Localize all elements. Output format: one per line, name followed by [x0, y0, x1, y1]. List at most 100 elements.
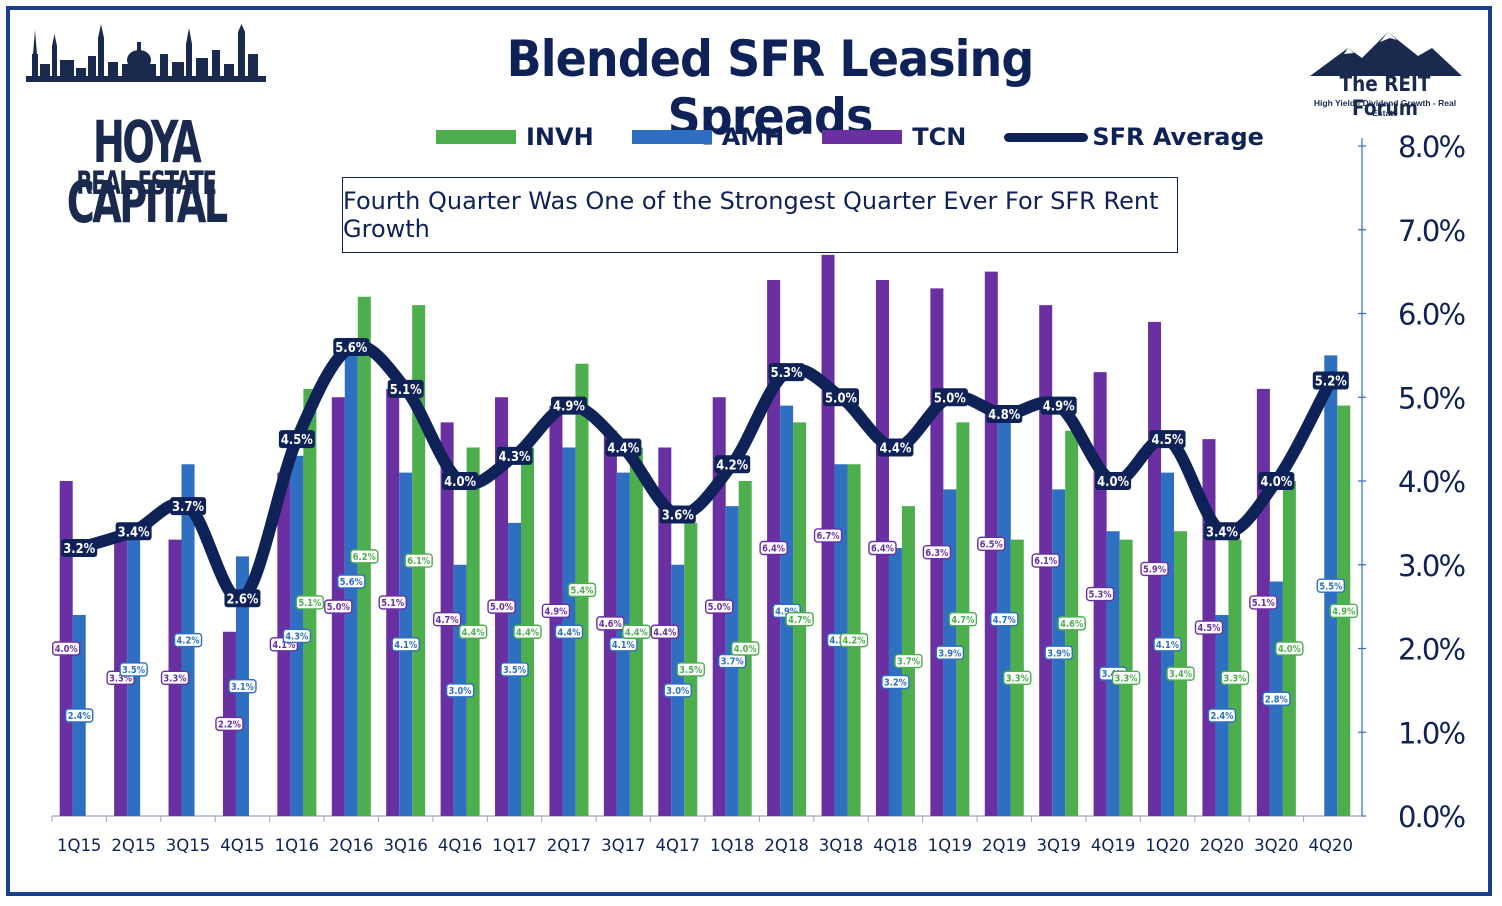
bar-label-box — [1111, 670, 1141, 686]
legend-item-tcn: TCN — [822, 123, 966, 151]
bar-label-box — [990, 611, 1019, 627]
bar-value-label: 3.1% — [231, 682, 254, 693]
y-tick-label: 0.0% — [1398, 800, 1466, 834]
bar-value-label: 5.1% — [298, 598, 321, 609]
bar-value-label: 4.3% — [285, 632, 308, 643]
bar-value-label: 6.4% — [762, 544, 785, 555]
bar-label-box — [1166, 666, 1195, 681]
bar-value-label: 4.0% — [1278, 644, 1301, 655]
avg-value-label: 4.0% — [444, 475, 476, 490]
bar-value-label: 6.1% — [1034, 556, 1057, 567]
logo-left-line2: REAL ESTATE — [76, 164, 217, 202]
bar-value-label: 5.0% — [490, 602, 513, 613]
avg-label-box — [1312, 371, 1349, 390]
avg-value-label: 4.5% — [281, 433, 313, 448]
x-tick-label: 4Q16 — [438, 836, 482, 855]
bar-label-box — [487, 599, 516, 614]
bar-value-label: 3.5% — [122, 665, 145, 676]
bar-label-box — [785, 611, 814, 627]
legend-line-sfr-average — [1004, 132, 1089, 142]
bar-label-box — [922, 544, 952, 560]
bar-value-label: 4.2% — [177, 636, 200, 647]
bar-label-box — [445, 683, 475, 698]
legend-label-sfr-average: SFR Average — [1092, 123, 1264, 151]
avg-label-box — [333, 338, 370, 356]
avg-value-label: 5.0% — [825, 391, 857, 406]
bar-label-box — [391, 637, 420, 652]
avg-value-label: 4.9% — [553, 400, 585, 415]
bar-value-label: 4.7% — [951, 615, 974, 626]
avg-value-label: 5.3% — [771, 366, 803, 381]
bar-label-box — [513, 624, 542, 639]
y-tick-label: 1.0% — [1398, 716, 1466, 750]
bar-label-box — [554, 624, 584, 639]
legend-swatch-tcn — [822, 130, 903, 144]
bar-value-label: 4.4% — [625, 627, 648, 638]
x-tick-label: 3Q16 — [383, 836, 427, 855]
bar-label-box — [759, 540, 788, 556]
x-tick-label: 2Q20 — [1200, 836, 1244, 855]
avg-value-label: 4.4% — [879, 442, 911, 457]
avg-label-box — [823, 388, 860, 407]
bar-label-box — [432, 611, 462, 627]
bar-label-box — [977, 536, 1006, 552]
bar-label-box — [1057, 616, 1086, 631]
legend-item-amh: AMH — [631, 123, 784, 151]
bar-label-box — [52, 641, 81, 656]
bar-label-box — [1275, 641, 1304, 656]
bar-value-label: 4.9% — [775, 606, 798, 617]
bar-value-label: 4.6% — [599, 619, 622, 630]
avg-value-label: 4.8% — [988, 408, 1020, 423]
bar-label-box — [458, 624, 488, 639]
avg-label-box — [170, 497, 207, 516]
x-tick-label: 1Q16 — [275, 836, 319, 855]
hoya-capital-logo: HOYA CAPITAL REAL ESTATE — [26, 24, 266, 232]
bar-value-label: 6.3% — [925, 548, 948, 559]
bar-label-box — [650, 624, 679, 639]
y-tick-label: 4.0% — [1398, 465, 1466, 499]
bar-value-label: 3.9% — [1047, 648, 1070, 659]
bar-value-label: 3.7% — [721, 657, 744, 668]
reit-forum-logo: The REIT Forum High Yield - Dividend Gro… — [1300, 28, 1470, 120]
avg-value-label: 3.4% — [118, 525, 150, 540]
x-tick-label: 3Q17 — [601, 836, 645, 855]
bar-label-box — [65, 708, 94, 723]
x-tick-label: 1Q18 — [710, 836, 754, 855]
bar-value-label: 2.8% — [1265, 694, 1288, 705]
bar-label-box — [622, 624, 651, 639]
bar-value-label: 4.9% — [544, 606, 567, 617]
city-skyline-icon — [26, 24, 266, 82]
avg-value-label: 4.3% — [499, 450, 531, 465]
x-tick-label: 4Q20 — [1309, 836, 1353, 855]
avg-label-box — [442, 472, 479, 490]
bar-value-label: 4.9% — [1332, 606, 1355, 617]
avg-value-label: 4.0% — [1260, 475, 1292, 490]
bar-label-box — [350, 549, 379, 564]
bar-label-box — [119, 662, 148, 677]
avg-label-box — [1203, 522, 1240, 541]
bar-label-box — [935, 645, 965, 660]
bar-value-label: 3.0% — [666, 686, 689, 697]
bar-label-box — [1249, 595, 1278, 610]
bar-label-box — [868, 540, 897, 556]
bar-value-label: 6.1% — [407, 556, 430, 567]
bar-value-label: 5.1% — [1252, 598, 1275, 609]
bar-label-box — [500, 662, 529, 677]
legend: INVH AMH TCN SFR Average — [436, 120, 1302, 154]
bar-label-box — [1085, 586, 1115, 602]
bar-label-box — [1044, 645, 1073, 660]
bar-label-box — [731, 641, 760, 656]
bar-label-box — [1003, 670, 1032, 686]
x-tick-label: 4Q19 — [1091, 836, 1135, 855]
bar-value-label: 5.6% — [340, 577, 363, 588]
y-tick-label: 2.0% — [1398, 633, 1466, 667]
avg-value-label: 5.0% — [934, 391, 966, 406]
avg-value-label: 3.6% — [662, 509, 694, 524]
bar-value-label: 5.0% — [327, 602, 350, 613]
y-tick-label: 3.0% — [1398, 549, 1466, 583]
x-tick-label: 2Q15 — [111, 836, 155, 855]
y-tick-label: 5.0% — [1398, 381, 1466, 415]
bar-value-label: 4.1% — [394, 640, 417, 651]
avg-label-box — [224, 589, 261, 608]
